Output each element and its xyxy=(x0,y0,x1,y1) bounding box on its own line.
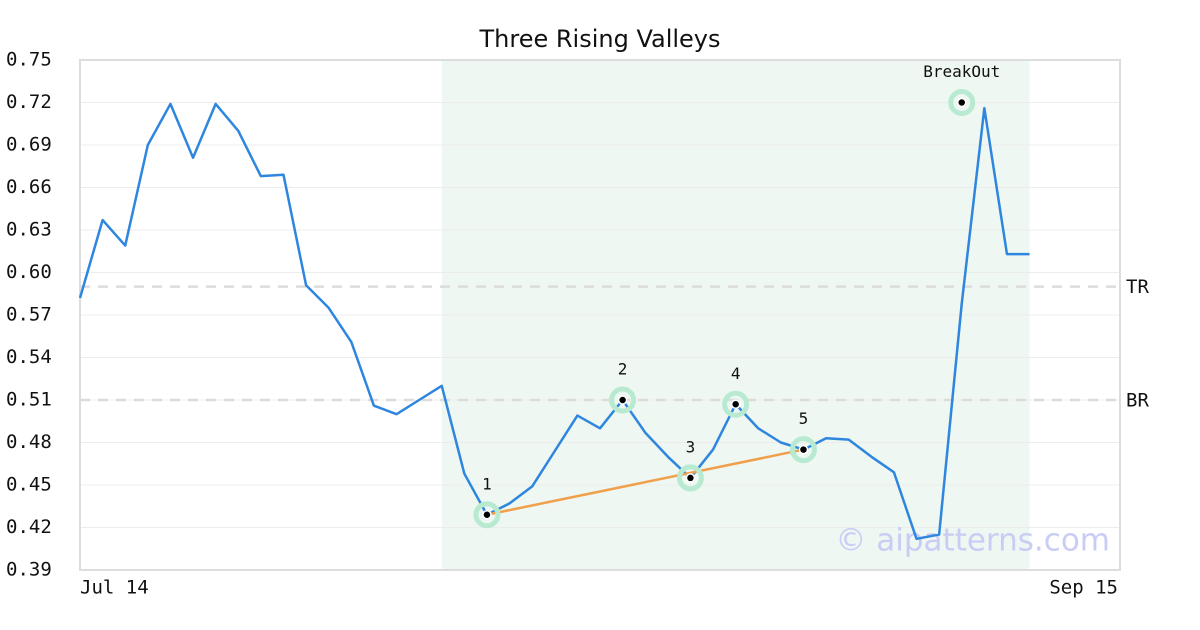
point-label: BreakOut xyxy=(923,62,1000,81)
point-halo xyxy=(609,386,637,414)
y-tick-label: 0.42 xyxy=(6,516,52,538)
y-tick-label: 0.63 xyxy=(6,219,52,241)
point-halo xyxy=(473,501,501,529)
point-label: 4 xyxy=(731,364,741,383)
y-tick-label: 0.57 xyxy=(6,304,52,326)
point-halo xyxy=(789,436,817,464)
y-tick-label: 0.66 xyxy=(6,176,52,198)
point xyxy=(956,97,967,108)
point xyxy=(730,399,741,409)
point-label: 1 xyxy=(482,474,492,493)
point-halo xyxy=(676,464,704,492)
chart-title: Three Rising Valleys xyxy=(478,25,720,53)
point-label: 5 xyxy=(799,409,809,428)
x-tick-label: Jul 14 xyxy=(80,577,149,599)
y-tick-label: 0.48 xyxy=(6,431,52,453)
point-halo xyxy=(948,89,976,116)
point xyxy=(482,510,492,520)
y-tick-label: 0.51 xyxy=(6,389,52,411)
y-tick-label: 0.39 xyxy=(6,559,52,581)
point xyxy=(798,444,809,455)
plot-frame xyxy=(79,59,1121,571)
y-tick-label: 0.54 xyxy=(6,346,52,368)
point xyxy=(685,473,696,483)
point-label: 3 xyxy=(686,437,696,456)
x-tick-label: Sep 15 xyxy=(1049,577,1118,599)
reference-label: BR xyxy=(1126,390,1149,412)
watermark: © aipatterns.com xyxy=(835,523,1110,559)
y-tick-label: 0.75 xyxy=(6,49,52,71)
point xyxy=(617,395,628,405)
y-tick-label: 0.60 xyxy=(6,261,52,283)
y-tick-label: 0.69 xyxy=(6,134,52,156)
reference-label: TR xyxy=(1126,276,1149,298)
trend-line xyxy=(486,448,804,516)
y-tick-label: 0.45 xyxy=(6,474,52,496)
point-label: 2 xyxy=(618,360,628,379)
y-tick-label: 0.72 xyxy=(6,91,52,113)
point-halo xyxy=(722,390,750,418)
price-line xyxy=(78,102,1030,541)
